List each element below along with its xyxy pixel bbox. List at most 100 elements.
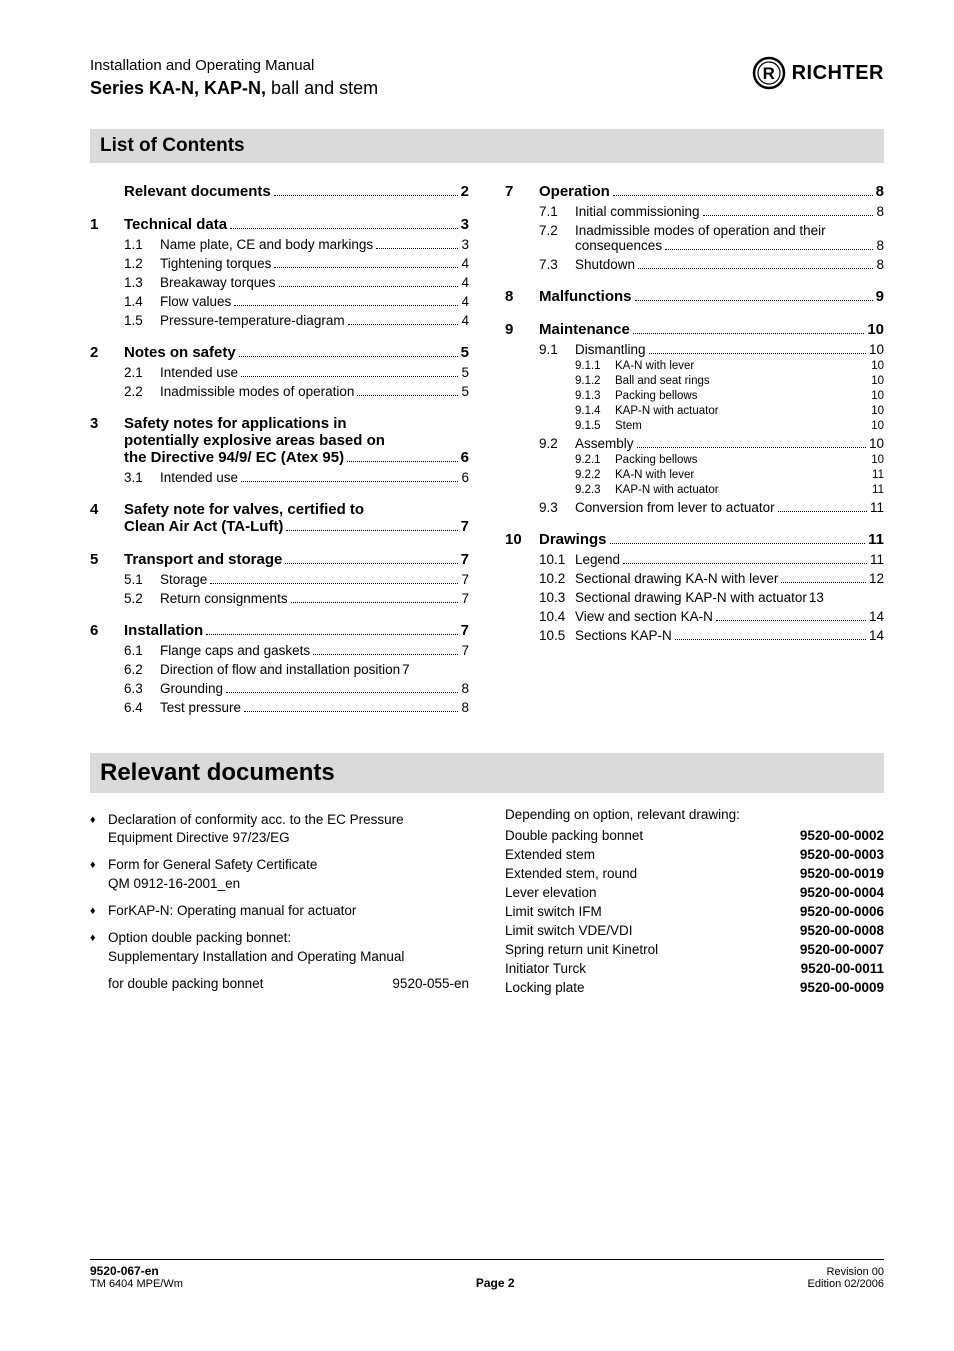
reldocs-bullet: ForKAP-N: Operating manual for actuator — [90, 902, 469, 921]
toc-title: Test pressure — [160, 700, 241, 715]
toc-number: 9.1.1 — [575, 360, 615, 372]
toc-title: Legend — [575, 552, 620, 567]
toc-page: 5 — [461, 384, 469, 399]
toc-subentry: 10.5Sections KAP-N14 — [505, 628, 884, 643]
toc-title: Installation — [124, 622, 203, 639]
toc-number: 1.3 — [124, 275, 160, 290]
drawing-name: Spring return unit Kinetrol — [505, 942, 658, 957]
toc-page: 3 — [461, 216, 469, 233]
toc-page: 13 — [809, 590, 824, 605]
toc-subentry: 1.4Flow values4 — [90, 294, 469, 309]
toc-title: Tightening torques — [160, 256, 271, 271]
toc-page: 7 — [461, 572, 469, 587]
toc-title: Pressure-temperature-diagram — [160, 313, 345, 328]
toc-page: 10 — [871, 360, 884, 372]
drawing-name: Initiator Turck — [505, 961, 586, 976]
toc-title: Operation — [539, 183, 610, 200]
toc-number: 9.2.3 — [575, 484, 615, 496]
drawing-code: 9520-00-0004 — [800, 885, 884, 900]
toc-number: 7.3 — [539, 257, 575, 272]
toc-page: 4 — [461, 256, 469, 271]
toc-number: 9.2.2 — [575, 469, 615, 481]
toc-title: Drawings — [539, 531, 607, 548]
drawing-row: Locking plate9520-00-0009 — [505, 980, 884, 995]
reldocs-bullet-list: Declaration of conformity acc. to the EC… — [90, 811, 469, 994]
toc-page: 6 — [461, 449, 469, 466]
toc-subentry: 7.3Shutdown8 — [505, 257, 884, 272]
toc-number: 9.1.4 — [575, 405, 615, 417]
drawing-code: 9520-00-0019 — [800, 866, 884, 881]
toc-subsubentry: 9.1.1KA-N with lever10 — [505, 360, 884, 372]
toc-subentry: 1.1Name plate, CE and body markings3 — [90, 237, 469, 252]
drawing-name: Double packing bonnet — [505, 828, 643, 843]
toc-dots — [313, 654, 458, 655]
drawing-name: Extended stem, round — [505, 866, 637, 881]
toc-entry: 9Maintenance10 — [505, 321, 884, 338]
toc-page: 2 — [461, 183, 469, 200]
toc-dots — [210, 583, 458, 584]
reldocs-bullet: Declaration of conformity acc. to the EC… — [90, 811, 469, 849]
bullet-text: Supplementary Installation and Operating… — [108, 949, 404, 964]
toc-page: 6 — [461, 470, 469, 485]
toc-subsubentry: 9.2.3KAP-N with actuator11 — [505, 484, 884, 496]
toc-page: 8 — [876, 204, 884, 219]
bullet-text: Declaration of conformity acc. to the EC… — [108, 812, 404, 827]
toc-number: 10.3 — [539, 590, 575, 605]
toc-columns: Relevant documents21Technical data31.1Na… — [90, 183, 884, 715]
toc-title: Flow values — [160, 294, 231, 309]
drawing-row: Double packing bonnet9520-00-0002 — [505, 828, 884, 843]
toc-dots — [649, 353, 866, 354]
toc-title: Transport and storage — [124, 551, 282, 568]
toc-entry: 6Installation7 — [90, 622, 469, 639]
toc-title: Initial commissioning — [575, 204, 700, 219]
toc-page: 10 — [869, 342, 884, 357]
drawing-row: Initiator Turck9520-00-0011 — [505, 961, 884, 976]
toc-subentry: 5.1Storage7 — [90, 572, 469, 587]
toc-title: Direction of flow and installation posit… — [160, 662, 400, 677]
drawing-row: Extended stem9520-00-0003 — [505, 847, 884, 862]
toc-entry: 7Operation8 — [505, 183, 884, 200]
drawing-code: 9520-00-0008 — [800, 923, 884, 938]
toc-dots — [665, 249, 873, 250]
drawing-name: Locking plate — [505, 980, 585, 995]
toc-subentry: 3.1Intended use6 — [90, 470, 469, 485]
drawing-row: Lever elevation 9520-00-0004 — [505, 885, 884, 900]
toc-number: 6.2 — [124, 662, 160, 677]
toc-number: 2.2 — [124, 384, 160, 399]
toc-number: 6.1 — [124, 643, 160, 658]
toc-title: Breakaway torques — [160, 275, 276, 290]
toc-page: 7 — [461, 591, 469, 606]
toc-subentry: 1.5Pressure-temperature-diagram4 — [90, 313, 469, 328]
toc-title: Packing bellows — [615, 390, 697, 402]
drawing-name: Lever elevation — [505, 885, 597, 900]
toc-title: Maintenance — [539, 321, 630, 338]
toc-page: 10 — [869, 436, 884, 451]
toc-left-column: Relevant documents21Technical data31.1Na… — [90, 183, 469, 715]
toc-heading: List of Contents — [90, 129, 884, 163]
toc-entry: 10Drawings11 — [505, 531, 884, 548]
toc-subentry: 7.2Inadmissible modes of operation and t… — [505, 223, 884, 253]
toc-number: 9.1.3 — [575, 390, 615, 402]
toc-subentry: 10.3Sectional drawing KAP-N with actuato… — [505, 590, 884, 605]
toc-page: 10 — [871, 375, 884, 387]
drawing-name: Limit switch IFM — [505, 904, 602, 919]
toc-dots — [716, 620, 866, 621]
toc-dots — [279, 286, 459, 287]
toc-number: 9.1.2 — [575, 375, 615, 387]
toc-number: 5 — [90, 551, 124, 568]
toc-dots — [781, 582, 866, 583]
toc-entry: 4Safety note for valves, certified toCle… — [90, 501, 469, 535]
drawing-row: Extended stem, round 9520-00-0019 — [505, 866, 884, 881]
series-bold: Series KA-N, KAP-N, — [90, 78, 266, 98]
toc-title: KAP-N with actuator — [615, 484, 719, 496]
toc-dots — [244, 711, 458, 712]
toc-number: 3 — [90, 415, 124, 432]
toc-subentry: 6.4Test pressure8 — [90, 700, 469, 715]
toc-dots — [285, 563, 457, 564]
toc-title: Intended use — [160, 365, 238, 380]
toc-subentry: 10.2Sectional drawing KA-N with lever12 — [505, 571, 884, 586]
toc-dots — [633, 333, 864, 334]
toc-number: 9.2.1 — [575, 454, 615, 466]
reldocs-columns: Declaration of conformity acc. to the EC… — [90, 807, 884, 999]
footer-left: 9520-067-en TM 6404 MPE/Wm — [90, 1264, 183, 1290]
